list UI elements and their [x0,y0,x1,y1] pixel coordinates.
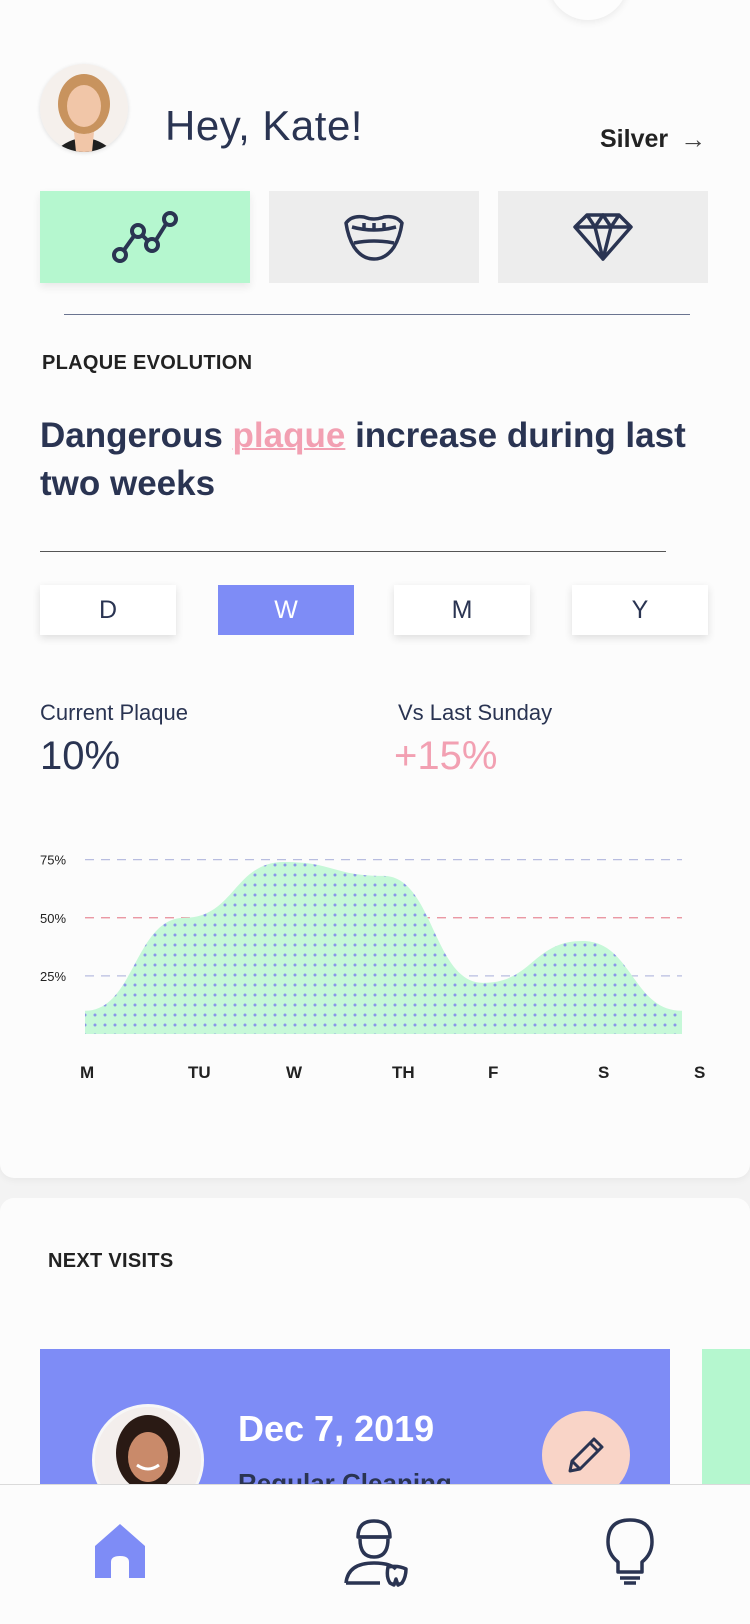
headline-suffix: increase during last two weeks [40,416,686,503]
plaque-link[interactable]: plaque [232,416,346,455]
x-tick-label: S [598,1063,609,1082]
chart-icon [112,211,178,263]
diamond-icon [573,213,633,261]
x-tick-label: W [286,1063,303,1082]
data-point [483,982,484,983]
data-point [582,941,583,942]
section-title-plaque: PLAQUE EVOLUTION [42,352,253,374]
mouth-icon [344,214,404,261]
arrow-right-icon: → [680,124,707,154]
nav-dentist[interactable] [326,1511,426,1591]
y-tick-label: 25% [40,969,66,984]
y-tick-label: 75% [40,853,66,868]
user-avatar[interactable] [40,64,128,152]
home-icon [95,1524,145,1578]
x-tick-label: TU [188,1063,211,1082]
tab-rewards[interactable] [498,191,708,283]
x-tick-label: F [488,1063,498,1082]
plaque-headline: Dangerous plaque increase during last tw… [40,412,720,508]
y-tick-label: 50% [40,911,66,926]
x-tick-label: M [80,1063,94,1082]
data-point [284,861,285,862]
range-month-button[interactable]: M [394,585,530,635]
data-point [682,1010,683,1011]
headline-prefix: Dangerous [40,416,233,455]
divider [40,551,666,552]
data-point [184,917,185,918]
current-plaque-label: Current Plaque [40,700,188,725]
greeting: Hey, Kate! [165,102,363,149]
dentist-icon [344,1519,408,1587]
data-point [383,875,384,876]
tab-teeth[interactable] [269,191,479,283]
range-day-button[interactable]: D [40,585,176,635]
x-tick-label: S [694,1063,705,1082]
tier-label: Silver [600,125,669,153]
plaque-area-series [85,861,682,1034]
x-tick-label: TH [392,1063,415,1082]
data-point [85,1010,86,1011]
vs-last-sunday-value: +15% [394,734,498,778]
section-title-visits: NEXT VISITS [48,1250,174,1272]
tab-evolution[interactable] [40,191,250,283]
range-year-button[interactable]: Y [572,585,708,635]
current-plaque-value: 10% [40,734,121,778]
range-week-button[interactable]: W [218,585,354,635]
nav-tips[interactable] [580,1511,680,1591]
nav-home[interactable] [70,1511,170,1591]
vs-last-sunday-label: Vs Last Sunday [398,700,553,725]
lightbulb-icon [606,1518,654,1585]
divider [64,314,690,315]
plaque-chart: 75% 50% 25% M TU W TH F S S [40,853,705,1082]
tier-link[interactable]: Silver → [600,124,706,155]
pencil-icon [568,1437,604,1473]
visit-date: Dec 7, 2019 [238,1408,435,1449]
bottom-nav [0,1484,750,1624]
